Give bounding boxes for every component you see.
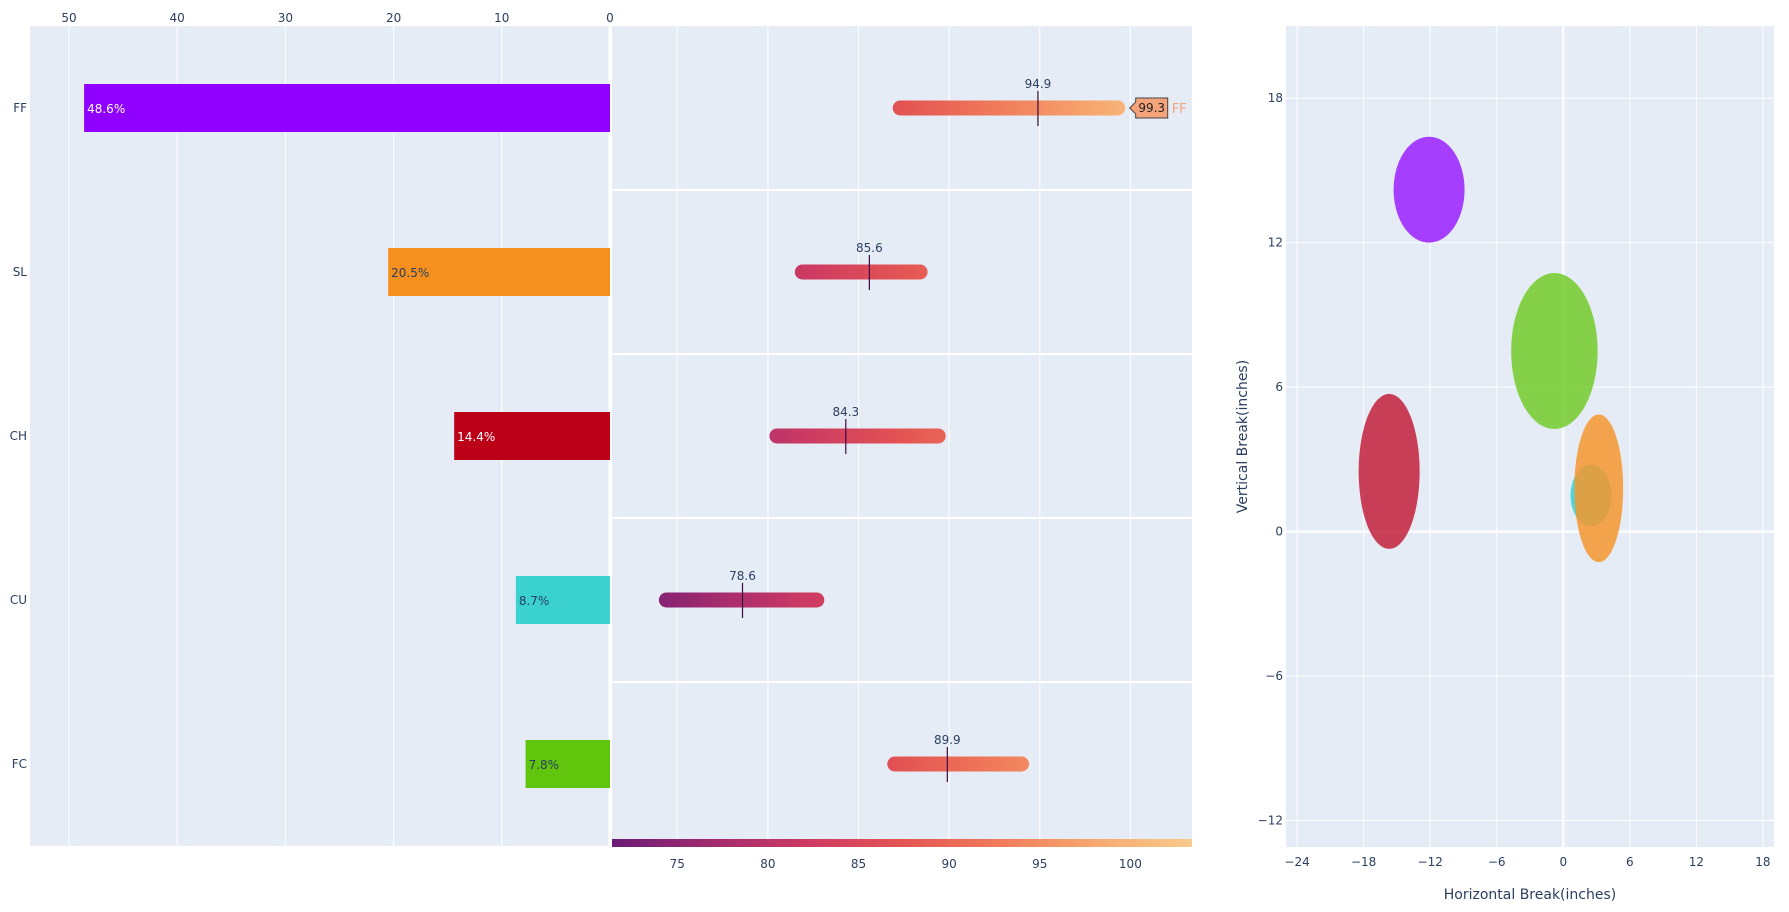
median-label: 84.3	[832, 405, 859, 419]
scatter-x-tick-labels: −24 −18 −12 −6 0 6 12 18	[1284, 855, 1770, 869]
bar	[454, 412, 610, 460]
bar-value-label: 20.5%	[391, 266, 429, 280]
range-lines: 94.9 85.6 84.3 78.6 89.9	[658, 77, 1126, 782]
bar-value-label: 14.4%	[457, 430, 495, 444]
ellipse-fc	[1511, 273, 1598, 430]
bar	[525, 740, 610, 788]
range-x-tick-label: 95	[1032, 857, 1047, 871]
bar-x-tick-label: 40	[170, 11, 185, 25]
scatter-x-tick-label: −24	[1284, 855, 1309, 869]
median-label: 78.6	[729, 569, 756, 583]
median-label: 85.6	[856, 241, 883, 255]
hover-box	[1128, 97, 1169, 119]
scatter-y-tick-label: 0	[1275, 525, 1283, 539]
range-x-tick-label: 75	[670, 857, 685, 871]
median-label: 94.9	[1025, 77, 1052, 91]
scatter-x-tick-label: 12	[1689, 855, 1704, 869]
scatter-y-tick-label: 18	[1268, 91, 1283, 105]
scatter-chart-panel: −24 −18 −12 −6 0 6 12 18 −12 −6 0 6 12 18 Horizontal…	[1235, 26, 1774, 903]
scatter-x-tick-label: 0	[1559, 855, 1567, 869]
bar-x-tick-label: 30	[278, 11, 293, 25]
hover-name-label: FF	[1172, 102, 1187, 117]
range-x-tick-label: 100	[1119, 857, 1142, 871]
scatter-x-tick-label: −6	[1488, 855, 1506, 869]
bar-x-tick-label: 50	[61, 11, 76, 25]
bar-x-tick-labels: 50 40 30 20 10 0	[61, 11, 614, 25]
bar-category-label: FF	[13, 101, 27, 115]
scatter-y-tick-label: −12	[1258, 814, 1283, 828]
scatter-ellipses	[1358, 136, 1624, 563]
scatter-x-tick-label: −12	[1418, 855, 1443, 869]
scatter-x-tick-label: 6	[1626, 855, 1634, 869]
y-axis-title: Vertical Break(inches)	[1235, 360, 1251, 513]
range-x-tick-label: 80	[760, 857, 775, 871]
scatter-x-tick-label: −18	[1351, 855, 1376, 869]
bar-category-labels: FF SL CH CU FC	[10, 101, 28, 771]
x-axis-title: Horizontal Break(inches)	[1444, 887, 1616, 903]
hover-tooltip: 99.3 FF	[1128, 97, 1187, 119]
bar-value-label: 7.8%	[529, 758, 560, 772]
range-x-tick-labels: 75 80 85 90 95 100	[670, 857, 1142, 871]
bar-category-label: CU	[10, 593, 27, 607]
median-label: 89.9	[934, 733, 961, 747]
bar-x-tick-label: 10	[494, 11, 509, 25]
bar-chart-panel: 50 40 30 20 10 0 FF SL CH CU FC 48.6% 20.5% 14.4% 8.…	[10, 11, 614, 846]
scatter-x-tick-label: 18	[1755, 855, 1770, 869]
bar-x-tick-label: 20	[386, 11, 401, 25]
scatter-y-tick-label: −6	[1265, 669, 1283, 683]
bar-x-tick-label: 0	[606, 11, 614, 25]
bar	[515, 576, 610, 624]
range-x-tick-label: 85	[851, 857, 866, 871]
ellipse-sl	[1574, 414, 1624, 563]
bar-category-label: CH	[10, 429, 27, 443]
bar-value-label: 48.6%	[87, 102, 125, 116]
scatter-plot-background	[1286, 26, 1774, 847]
scatter-y-tick-labels: −12 −6 0 6 12 18	[1258, 91, 1283, 827]
hover-value-label: 99.3	[1138, 101, 1165, 115]
range-x-tick-label: 90	[941, 857, 956, 871]
ellipse-ch	[1358, 393, 1420, 549]
bar-bars: 48.6% 20.5% 14.4% 8.7% 7.8%	[84, 84, 610, 788]
ellipse-ff	[1393, 136, 1465, 243]
bar	[388, 248, 610, 296]
range-chart-panel: 94.9 85.6 84.3 78.6 89.9 75 80 85 90 95 100 99.3 …	[612, 26, 1192, 871]
scatter-y-tick-label: 6	[1275, 380, 1283, 394]
colorbar	[612, 839, 1192, 847]
bar-category-label: SL	[13, 265, 28, 279]
bar	[84, 84, 610, 132]
bar-value-label: 8.7%	[519, 594, 550, 608]
range-gridlines	[612, 26, 1192, 846]
scatter-y-tick-label: 12	[1268, 236, 1283, 250]
bar-category-label: FC	[12, 757, 27, 771]
